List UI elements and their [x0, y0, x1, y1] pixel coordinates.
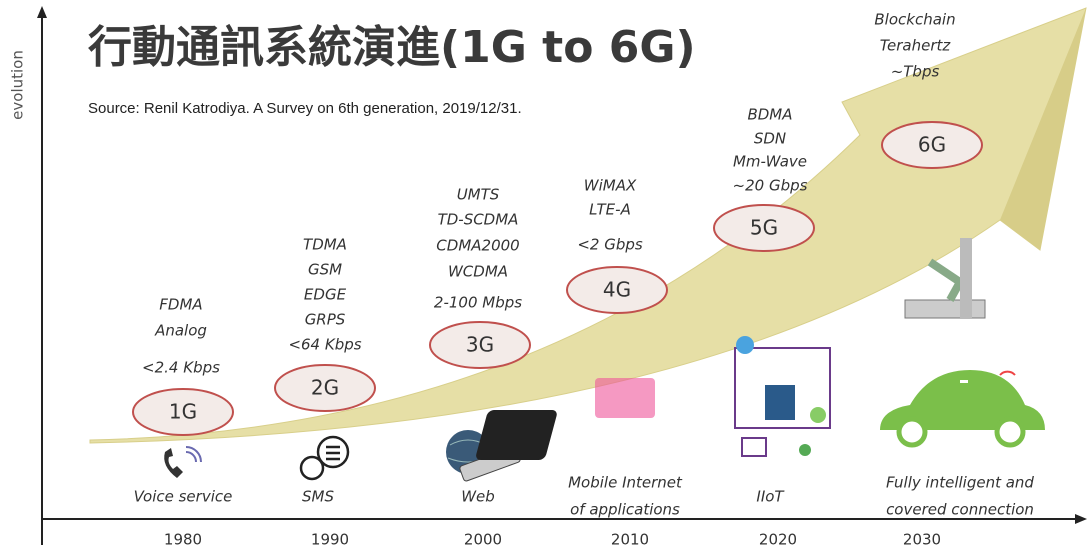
car-icon [880, 370, 1045, 448]
generation-spec: WCDMA [448, 263, 508, 281]
generation-spec: Mm-Wave [733, 153, 807, 171]
application-label: Fully intelligent and [886, 474, 1034, 492]
year-label: 1990 [311, 531, 349, 549]
generation-spec: CDMA2000 [436, 237, 519, 255]
source: Source: Renil Katrodiya. A Survey on 6th… [88, 100, 522, 117]
sms-icon [299, 435, 350, 481]
generation-spec: GSM [308, 261, 342, 279]
year-label: 2000 [464, 531, 502, 549]
generation-spec: <2.4 Kbps [142, 359, 220, 377]
generation-name: 6G [918, 133, 946, 157]
phone-icon [164, 446, 202, 478]
generation-spec: SDN [754, 130, 786, 148]
robot-icon [904, 238, 986, 319]
generation-spec: ~Tbps [891, 63, 940, 81]
generation-spec: <2 Gbps [577, 236, 643, 254]
application-label: IIoT [756, 488, 785, 506]
generation-badge [566, 266, 668, 314]
generation-spec: TD-SCDMA [438, 211, 519, 229]
generation-badge [881, 121, 983, 169]
application-label: SMS [302, 488, 334, 506]
year-label: 2030 [903, 531, 941, 549]
year-label: 2010 [611, 531, 649, 549]
generation-spec: <64 Kbps [288, 336, 361, 354]
arrow-shade [1000, 8, 1086, 250]
generation-spec: Analog [154, 322, 207, 340]
generation-spec: TDMA [303, 236, 347, 254]
generation-badge [429, 321, 531, 369]
generation-spec: WiMAX [584, 177, 637, 195]
x-axis-arrow [1075, 514, 1087, 524]
application-label: covered connection [886, 501, 1034, 519]
generation-spec: 2-100 Mbps [434, 294, 522, 312]
generation-badge [132, 388, 234, 436]
year-label: 1980 [164, 531, 202, 549]
generation-spec: Blockchain [874, 11, 955, 29]
generation-name: 1G [169, 400, 197, 424]
iiot-icon [734, 336, 831, 457]
y-axis-arrow [37, 6, 47, 18]
generation-spec: UMTS [457, 186, 500, 204]
generation-spec: EDGE [304, 286, 347, 304]
mobile-icon [476, 378, 655, 460]
axis-label: evolution [9, 50, 27, 120]
title: 行動通訊系統演進(1G to 6G) [88, 22, 696, 73]
application-label: of applications [570, 501, 680, 519]
generation-name: 3G [466, 333, 494, 357]
generation-spec: BDMA [747, 106, 792, 124]
application-label: Web [461, 488, 495, 506]
generation-spec: GRPS [305, 311, 346, 329]
year-label: 2020 [759, 531, 797, 549]
generation-spec: LTE-A [589, 201, 631, 219]
generation-name: 5G [750, 216, 778, 240]
generation-badge [274, 364, 376, 412]
generation-name: 2G [311, 376, 339, 400]
application-label: Mobile Internet [568, 474, 683, 492]
generation-spec: Terahertz [880, 37, 952, 55]
generation-spec: ~20 Gbps [733, 177, 808, 195]
generation-badge [713, 204, 815, 252]
application-label: Voice service [134, 488, 233, 506]
generation-spec: FDMA [159, 296, 202, 314]
generation-name: 4G [603, 278, 631, 302]
